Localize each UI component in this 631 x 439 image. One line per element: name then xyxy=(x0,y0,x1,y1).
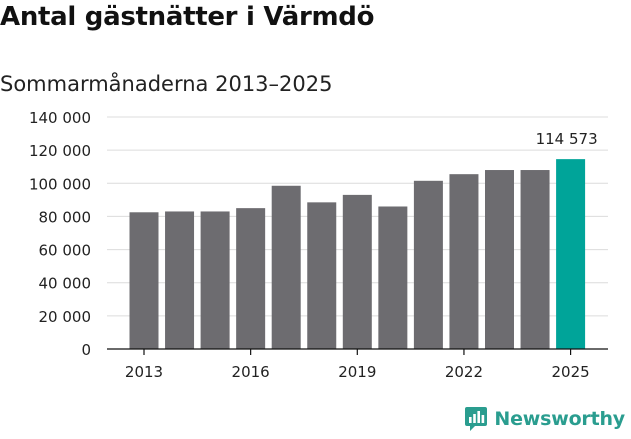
newsworthy-logo: Newsworthy xyxy=(464,403,625,435)
x-tick-label: 2016 xyxy=(232,363,270,381)
bar-chart: 0 20 000 40 000 60 000 80 000 100 000 120 000 1… xyxy=(29,109,608,381)
bar xyxy=(413,180,443,349)
y-tick-label: 40 000 xyxy=(39,275,92,293)
bar xyxy=(485,170,514,349)
x-tick-label: 2025 xyxy=(552,363,590,381)
bar xyxy=(378,206,408,349)
bar xyxy=(129,212,159,349)
y-tick-label: 120 000 xyxy=(29,142,91,160)
x-axis-tick-labels: 2013 2016 2019 2022 2025 xyxy=(125,363,590,381)
chart-title: Antal gästnätter i Värmdö xyxy=(0,2,375,32)
newsworthy-logo-icon xyxy=(465,407,488,431)
x-tick-label: 2022 xyxy=(445,363,483,381)
y-axis-tick-labels: 0 20 000 40 000 60 000 80 000 100 000 120 000 1… xyxy=(29,109,91,359)
bars xyxy=(129,159,586,349)
bar xyxy=(520,170,550,349)
bar xyxy=(307,202,337,349)
x-tick-label: 2019 xyxy=(338,363,376,381)
y-tick-label: 80 000 xyxy=(39,208,92,226)
y-tick-label: 0 xyxy=(81,341,91,359)
y-tick-label: 100 000 xyxy=(29,175,91,193)
data-labels: 114 573 xyxy=(536,130,598,148)
bar xyxy=(236,208,266,349)
bar xyxy=(200,211,230,349)
bar xyxy=(165,211,195,349)
y-tick-label: 60 000 xyxy=(39,242,92,260)
x-axis xyxy=(107,348,608,355)
bar xyxy=(449,174,479,349)
x-tick-label: 2013 xyxy=(125,363,163,381)
bar xyxy=(342,194,372,349)
y-tick-label: 140 000 xyxy=(29,109,91,127)
chart-subtitle: Sommarmånaderna 2013–2025 xyxy=(0,72,333,96)
y-tick-label: 20 000 xyxy=(39,308,92,326)
newsworthy-logo-text: Newsworthy xyxy=(494,408,625,430)
bar-highlight xyxy=(556,159,586,349)
data-label: 114 573 xyxy=(536,130,598,148)
bar xyxy=(271,185,301,349)
